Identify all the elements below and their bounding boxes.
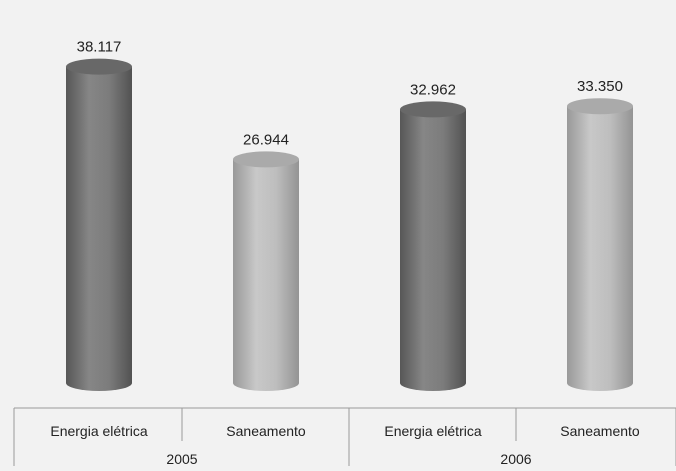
bar-saneamento-2005 [233, 151, 299, 391]
category-label: Saneamento [560, 423, 640, 439]
bar-top-cap [400, 101, 466, 118]
bar-body [400, 109, 466, 391]
group-label-2005: 2005 [166, 451, 197, 467]
category-label: Saneamento [226, 423, 306, 439]
bar-top-cap [567, 98, 633, 115]
value-label: 32.962 [410, 81, 456, 98]
category-label: Energia elétrica [50, 423, 147, 439]
bar-saneamento-2006 [567, 98, 633, 391]
bar-energia-el-trica-2006 [400, 101, 466, 391]
bar-energia-el-trica-2005 [66, 58, 132, 391]
value-label: 26.944 [243, 131, 289, 148]
bars-layer [66, 58, 633, 391]
bar-top-cap [233, 151, 299, 168]
category-axis: Energia elétrica Saneamento Energia elétri… [13, 407, 676, 467]
bar-top-cap [66, 58, 132, 75]
bar-body [233, 159, 299, 391]
value-label: 33.350 [577, 78, 623, 95]
bar-body [66, 66, 132, 391]
group-label-2006: 2006 [500, 451, 531, 467]
bar-body [567, 106, 633, 391]
category-label: Energia elétrica [384, 423, 481, 439]
value-labels-layer: 38.117 26.944 32.962 33.350 [77, 39, 623, 149]
value-label: 38.117 [77, 39, 122, 56]
